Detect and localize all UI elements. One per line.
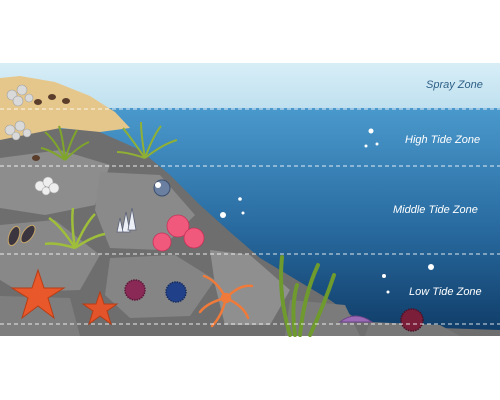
low-tide-zone-label: Low Tide Zone bbox=[409, 286, 482, 298]
sea-urchin-purple bbox=[124, 279, 146, 301]
hermit-crab bbox=[153, 179, 171, 197]
middle-tide-zone-label: Middle Tide Zone bbox=[393, 204, 478, 216]
starfish-large bbox=[10, 268, 66, 320]
bubbles bbox=[220, 128, 434, 294]
goose-barnacles bbox=[116, 207, 137, 233]
rock-face-light bbox=[0, 150, 110, 215]
barnacles-spray bbox=[6, 84, 34, 107]
rock-face-light bbox=[210, 250, 290, 325]
sea-urchin-blue bbox=[165, 281, 187, 303]
starfish-small bbox=[81, 290, 119, 326]
sea-slug bbox=[338, 315, 374, 323]
spray-zone-label: Spray Zone bbox=[426, 79, 483, 91]
rock-face-light bbox=[105, 255, 215, 318]
mussels bbox=[7, 224, 36, 247]
seaweed-middle bbox=[44, 207, 106, 250]
anemones bbox=[152, 214, 205, 252]
periwinkles bbox=[32, 94, 70, 161]
high-tide-zone-label: High Tide Zone bbox=[405, 134, 481, 146]
kelp-low bbox=[279, 255, 336, 337]
zone-boundaries bbox=[0, 108, 500, 325]
seaweed-high-right bbox=[116, 121, 178, 159]
barnacles-middle bbox=[34, 176, 60, 196]
barnacles-high bbox=[4, 120, 32, 141]
brittle-star bbox=[198, 274, 254, 328]
sea-urchin-red bbox=[400, 308, 424, 332]
sand-top bbox=[0, 76, 130, 140]
seaweed-high-left bbox=[40, 125, 90, 161]
rock-face-light bbox=[0, 296, 80, 336]
